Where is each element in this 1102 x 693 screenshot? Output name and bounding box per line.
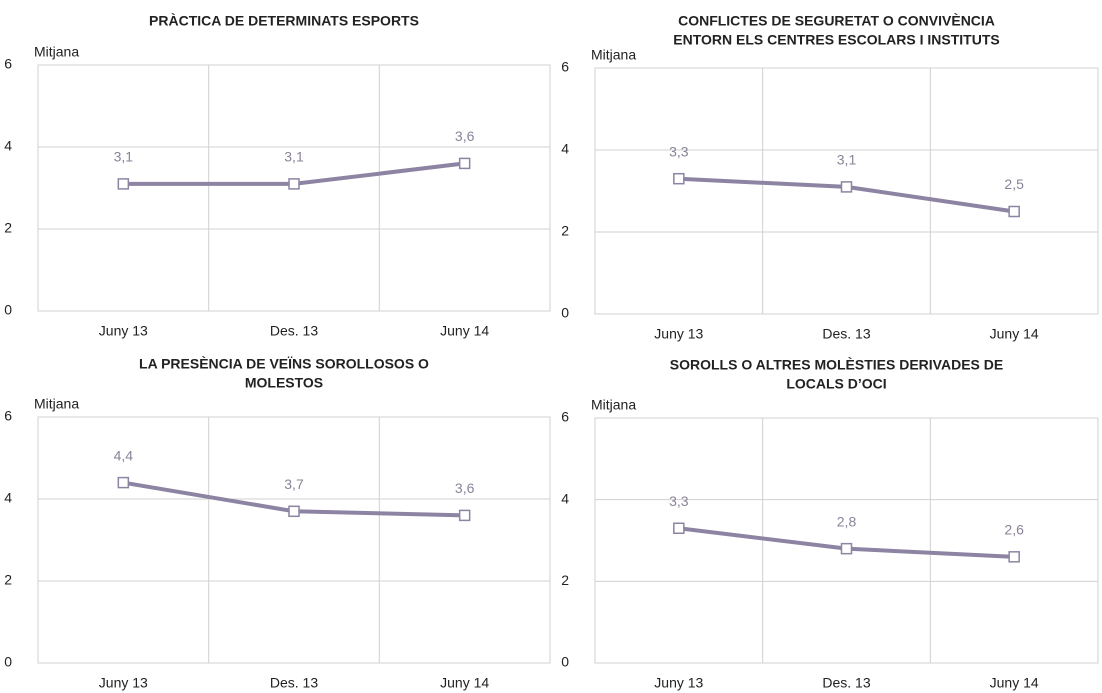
point-marker [840,181,853,193]
y-tick-label: 6 [561,59,569,75]
chart-title: LA PRESÈNCIA DE VEÏNS SOROLLOSOS O [139,356,429,372]
chart-title: ENTORN ELS CENTRES ESCOLARS I INSTITUTS [673,32,999,48]
y-tick-label: 0 [4,302,12,318]
x-tick-label: Des. 13 [822,675,870,691]
y-tick-label: 0 [4,654,12,670]
x-tick-label: Juny 14 [440,323,489,339]
y-tick-label: 6 [561,409,569,425]
y-axis-label: Mitjana [591,47,636,63]
x-tick-label: Juny 14 [990,326,1039,342]
x-tick-label: Juny 14 [440,675,489,691]
x-tick-label: Juny 13 [99,323,148,339]
x-tick-label: Juny 14 [990,675,1039,691]
point-marker [1008,205,1020,218]
data-label: 3,3 [669,143,689,159]
chart-title: PRÀCTICA DE DETERMINATS ESPORTS [149,13,419,29]
data-label: 3,6 [455,128,475,144]
point-marker [288,505,300,518]
point-marker [673,172,685,185]
point-marker [840,542,853,555]
y-tick-label: 2 [4,572,12,588]
y-axis-label: Mitjana [34,396,79,412]
data-label: 2,8 [837,513,857,529]
chart-title: SOROLLS O ALTRES MOLÈSTIES DERIVADES DE [670,357,1003,373]
chart-title: CONFLICTES DE SEGURETAT O CONVIVÈNCIA [678,13,995,29]
y-tick-label: 4 [4,138,12,154]
x-tick-label: Des. 13 [822,326,870,342]
data-label: 3,3 [669,493,689,509]
y-tick-label: 4 [4,490,12,506]
x-tick-label: Des. 13 [270,675,318,691]
point-marker [673,522,685,534]
y-tick-label: 2 [561,223,569,239]
chart-title: MOLESTOS [245,375,323,391]
y-tick-label: 4 [561,141,569,157]
x-tick-label: Juny 13 [654,326,703,342]
plot-frame [594,417,1099,664]
point-marker [117,476,130,489]
data-label: 3,1 [837,152,857,168]
x-tick-label: Des. 13 [270,323,318,339]
point-marker [117,178,130,190]
y-tick-label: 2 [4,220,12,236]
x-tick-label: Juny 13 [654,675,703,691]
y-tick-label: 4 [561,490,569,506]
data-label: 3,7 [284,476,304,492]
data-label: 3,6 [455,480,475,496]
data-label: 4,4 [114,447,134,463]
data-label: 3,1 [114,149,134,165]
x-tick-label: Juny 13 [99,675,148,691]
y-axis-label: Mitjana [591,397,636,413]
y-tick-label: 0 [561,305,569,321]
point-marker [288,178,300,190]
data-label: 3,1 [284,149,304,165]
y-axis-label: Mitjana [34,44,79,60]
point-marker [458,509,471,522]
y-tick-label: 0 [561,654,569,670]
data-label: 2,6 [1004,522,1024,538]
y-tick-label: 6 [4,56,12,72]
point-marker [1008,551,1020,563]
y-tick-label: 2 [561,572,569,588]
y-tick-label: 6 [4,408,12,424]
data-label: 2,5 [1004,176,1024,192]
chart-title: LOCALS D’OCI [786,376,886,392]
point-marker [458,157,471,170]
